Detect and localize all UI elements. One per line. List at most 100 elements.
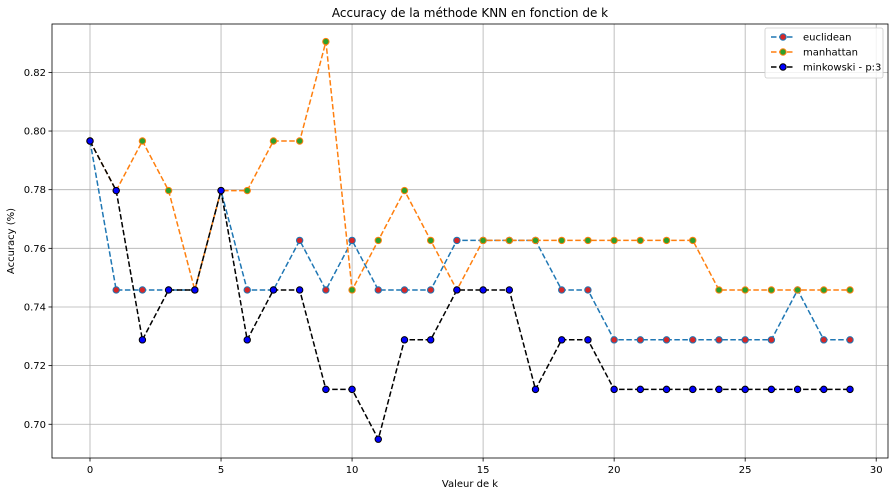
legend-swatch-marker bbox=[779, 48, 787, 56]
data-point bbox=[584, 236, 592, 245]
data-point bbox=[741, 336, 749, 344]
data-point bbox=[741, 385, 749, 394]
data-point bbox=[741, 286, 749, 294]
data-point bbox=[793, 385, 802, 394]
plot-frame bbox=[51, 23, 889, 459]
x-tick-label: 25 bbox=[739, 465, 752, 476]
data-point bbox=[164, 286, 173, 294]
data-point bbox=[479, 286, 487, 294]
x-tick-label: 10 bbox=[346, 465, 359, 476]
data-point bbox=[164, 186, 173, 195]
data-point bbox=[400, 286, 409, 294]
x-tick-label: 5 bbox=[218, 465, 224, 476]
data-point bbox=[400, 186, 409, 195]
data-point bbox=[112, 286, 120, 294]
data-point bbox=[715, 286, 723, 294]
axes: 0 5 10 15 20 25 30 0.70 0.72 0.74 0.76 0.78 0.80 0.82 bbox=[24, 68, 883, 476]
data-point bbox=[269, 286, 278, 294]
data-point bbox=[112, 186, 120, 195]
legend-item: minkowski - p:3 bbox=[771, 63, 881, 74]
data-point bbox=[426, 286, 435, 294]
data-point bbox=[505, 286, 514, 294]
data-point bbox=[531, 236, 540, 245]
y-tick-label: 0.76 bbox=[24, 244, 46, 255]
data-point bbox=[426, 336, 435, 344]
series-line bbox=[89, 41, 850, 293]
chart-title: Accuracy de la méthode KNN en fonction d… bbox=[332, 6, 608, 20]
legend-item: euclidean bbox=[771, 33, 852, 44]
data-point bbox=[610, 236, 618, 245]
data-point bbox=[374, 435, 382, 443]
x-tick-label: 15 bbox=[477, 465, 490, 476]
data-point bbox=[715, 336, 723, 344]
data-point bbox=[479, 236, 487, 245]
data-point bbox=[820, 385, 828, 394]
data-point bbox=[689, 385, 697, 394]
legend-swatch-marker bbox=[779, 33, 787, 41]
data-point bbox=[662, 385, 671, 394]
data-point bbox=[348, 385, 356, 394]
data-point bbox=[86, 137, 94, 145]
data-point bbox=[426, 236, 435, 245]
legend-label: euclidean bbox=[803, 33, 852, 44]
data-point bbox=[846, 385, 854, 394]
data-point bbox=[558, 336, 566, 344]
data-point bbox=[453, 286, 461, 294]
data-point bbox=[767, 336, 776, 344]
data-point bbox=[191, 286, 199, 294]
legend-box bbox=[764, 27, 884, 79]
data-point bbox=[820, 286, 828, 294]
x-tick-label: 20 bbox=[608, 465, 621, 476]
x-axis-label: Valeur de k bbox=[442, 479, 498, 490]
data-point bbox=[243, 186, 251, 195]
data-point bbox=[217, 186, 225, 195]
data-point bbox=[767, 385, 776, 394]
data-point bbox=[295, 137, 304, 145]
data-point bbox=[322, 286, 330, 294]
data-point bbox=[558, 236, 566, 245]
data-point bbox=[793, 286, 802, 294]
data-point bbox=[505, 236, 514, 245]
data-point bbox=[295, 236, 304, 245]
data-point bbox=[846, 286, 854, 294]
data-point bbox=[636, 385, 645, 394]
data-point bbox=[636, 336, 645, 344]
x-tick-label: 30 bbox=[870, 465, 883, 476]
data-point bbox=[662, 336, 671, 344]
y-tick-label: 0.72 bbox=[24, 361, 46, 372]
series-line bbox=[89, 140, 850, 442]
y-axis-label: Accuracy (%) bbox=[6, 208, 17, 274]
data-point bbox=[295, 286, 304, 294]
data-point bbox=[374, 286, 382, 294]
data-point bbox=[689, 336, 697, 344]
data-point bbox=[636, 236, 645, 245]
data-point bbox=[584, 286, 592, 294]
x-tick-label: 0 bbox=[87, 465, 93, 476]
data-point bbox=[400, 336, 409, 344]
data-point bbox=[269, 137, 278, 145]
data-point bbox=[820, 336, 828, 344]
data-point bbox=[584, 336, 592, 344]
series-2 bbox=[86, 137, 854, 443]
data-point bbox=[531, 385, 540, 394]
y-tick-label: 0.80 bbox=[24, 127, 46, 138]
y-tick-label: 0.74 bbox=[24, 302, 46, 313]
legend-label: manhattan bbox=[803, 48, 858, 59]
data-point bbox=[322, 385, 330, 394]
data-point bbox=[322, 37, 330, 46]
data-point bbox=[348, 236, 356, 245]
data-point bbox=[348, 286, 356, 294]
data-point bbox=[610, 385, 618, 394]
data-point bbox=[846, 336, 854, 344]
data-point bbox=[558, 286, 566, 294]
data-point bbox=[689, 236, 697, 245]
data-point bbox=[767, 286, 776, 294]
legend-item: manhattan bbox=[771, 48, 858, 59]
data-point bbox=[374, 236, 382, 245]
data-point bbox=[453, 236, 461, 245]
y-tick-label: 0.78 bbox=[24, 185, 46, 196]
data-point bbox=[243, 286, 251, 294]
data-point bbox=[138, 286, 147, 294]
